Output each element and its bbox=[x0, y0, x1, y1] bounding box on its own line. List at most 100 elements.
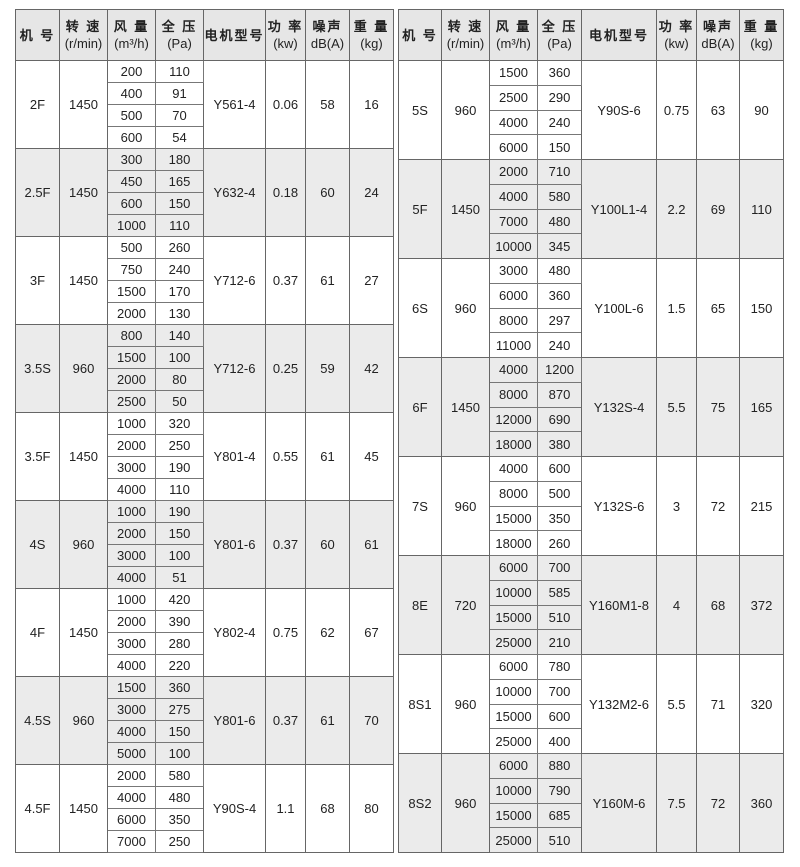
flow-cell: 400 bbox=[107, 82, 156, 105]
flow-cell: 4000 bbox=[489, 109, 538, 136]
flow-cell: 7000 bbox=[489, 208, 538, 235]
table-row: 10000 585 bbox=[399, 579, 784, 606]
model-cell: 8S1 bbox=[398, 654, 442, 754]
table-row: 4000 480 bbox=[16, 786, 394, 809]
table-row: 600 150 bbox=[16, 192, 394, 215]
pressure-cell: 150 bbox=[155, 522, 204, 545]
model-cell: 8S2 bbox=[398, 753, 442, 853]
weight-cell: 215 bbox=[739, 456, 784, 556]
flow-cell: 15000 bbox=[489, 505, 538, 532]
pressure-cell: 350 bbox=[537, 505, 582, 532]
weight-cell: 90 bbox=[739, 60, 784, 160]
flow-cell: 4000 bbox=[107, 720, 156, 743]
table-row: 4000 240 bbox=[399, 109, 784, 136]
pressure-cell: 140 bbox=[155, 324, 204, 347]
table-row: 4000 220 bbox=[16, 654, 394, 677]
table-row: 15000 350 bbox=[399, 505, 784, 532]
motor-cell: Y160M-6 bbox=[581, 753, 657, 853]
flow-cell: 2500 bbox=[489, 84, 538, 111]
motor-cell: Y100L1-4 bbox=[581, 159, 657, 259]
pressure-cell: 870 bbox=[537, 381, 582, 408]
table-row: 2000 250 bbox=[16, 434, 394, 457]
pressure-cell: 1200 bbox=[537, 357, 582, 383]
table-row: 7000 480 bbox=[399, 208, 784, 235]
table-row: 600 54 bbox=[16, 126, 394, 149]
flow-cell: 3000 bbox=[107, 456, 156, 479]
model-cell: 8E bbox=[398, 555, 442, 655]
flow-cell: 6000 bbox=[107, 808, 156, 831]
pressure-cell: 240 bbox=[155, 258, 204, 281]
noise-cell: 61 bbox=[305, 236, 350, 325]
pressure-cell: 275 bbox=[155, 698, 204, 721]
power-header: 功 率 (kw) bbox=[656, 9, 697, 61]
flow-cell: 3000 bbox=[489, 258, 538, 284]
table-row: 2.5F 1450 300 180 Y632-4 0.18 60 24 bbox=[15, 148, 394, 237]
pressure-cell: 700 bbox=[537, 678, 582, 705]
pressure-cell: 70 bbox=[155, 104, 204, 127]
pressure-cell: 290 bbox=[537, 84, 582, 111]
flow-cell: 2500 bbox=[107, 390, 156, 413]
flow-cell: 25000 bbox=[489, 728, 538, 754]
pressure-cell: 150 bbox=[155, 720, 204, 743]
pressure-cell: 240 bbox=[537, 332, 582, 358]
flow-cell: 3000 bbox=[107, 544, 156, 567]
speed-header-unit: (r/min) bbox=[64, 36, 103, 51]
noise-cell: 71 bbox=[696, 654, 740, 754]
flow-header: 风 量 (m³/h) bbox=[489, 9, 538, 61]
pressure-cell: 700 bbox=[537, 555, 582, 581]
pressure-cell: 280 bbox=[155, 632, 204, 655]
table-row: 4F 1450 1000 420 Y802-4 0.75 62 67 bbox=[15, 588, 394, 677]
power-cell: 1.1 bbox=[265, 764, 306, 853]
power-cell: 0.37 bbox=[265, 500, 306, 589]
speed-header-label: 转 速 bbox=[447, 19, 484, 34]
table-row: 4.5F 1450 2000 580 Y90S-4 1.1 68 80 bbox=[15, 764, 394, 853]
speed-cell: 1450 bbox=[59, 148, 108, 237]
fan-spec-table-left: 机 号转 速 (r/min) 风 量 (m³/h) 全 压 (Pa) 电机型号功 率 (kw)… bbox=[15, 9, 394, 853]
weight-cell: 27 bbox=[349, 236, 394, 325]
power-cell: 0.25 bbox=[265, 324, 306, 413]
flow-cell: 2000 bbox=[107, 302, 156, 325]
pressure-cell: 360 bbox=[537, 60, 582, 86]
pressure-cell: 100 bbox=[155, 544, 204, 567]
flow-cell: 25000 bbox=[489, 827, 538, 853]
table-row: 6S 960 3000 480 Y100L-6 1.5 65 150 bbox=[398, 258, 784, 358]
flow-cell: 4000 bbox=[107, 654, 156, 677]
model-cell: 4S bbox=[15, 500, 60, 589]
motor-cell: Y632-4 bbox=[203, 148, 266, 237]
flow-cell: 4000 bbox=[489, 183, 538, 210]
pressure-cell: 880 bbox=[537, 753, 582, 779]
model-cell: 4.5F bbox=[15, 764, 60, 853]
noise-cell: 62 bbox=[305, 588, 350, 677]
weight-cell: 165 bbox=[739, 357, 784, 457]
noise-cell: 58 bbox=[305, 60, 350, 149]
pressure-cell: 380 bbox=[537, 431, 582, 457]
table-row: 3000 275 bbox=[16, 698, 394, 721]
pressure-cell: 110 bbox=[155, 214, 204, 237]
model-cell: 5S bbox=[398, 60, 442, 160]
power-cell: 0.06 bbox=[265, 60, 306, 149]
flow-cell: 500 bbox=[107, 236, 156, 259]
speed-cell: 960 bbox=[441, 258, 490, 358]
table-row: 2000 390 bbox=[16, 610, 394, 633]
pressure-cell: 710 bbox=[537, 159, 582, 185]
speed-header: 转 速 (r/min) bbox=[59, 9, 108, 61]
pressure-cell: 170 bbox=[155, 280, 204, 303]
flow-header-unit: (m³/h) bbox=[496, 36, 531, 51]
noise-cell: 63 bbox=[696, 60, 740, 160]
motor-cell: Y100L-6 bbox=[581, 258, 657, 358]
weight-header: 重 量 (kg) bbox=[739, 9, 784, 61]
table-row: 18000 380 bbox=[399, 431, 784, 457]
flow-cell: 3000 bbox=[107, 698, 156, 721]
flow-cell: 8000 bbox=[489, 381, 538, 408]
power-cell: 0.55 bbox=[265, 412, 306, 501]
flow-cell: 18000 bbox=[489, 530, 538, 556]
flow-cell: 10000 bbox=[489, 678, 538, 705]
table-row: 8S1 960 6000 780 Y132M2-6 5.5 71 320 bbox=[398, 654, 784, 754]
speed-header-unit: (r/min) bbox=[446, 36, 485, 51]
power-cell: 0.37 bbox=[265, 236, 306, 325]
pressure-cell: 180 bbox=[155, 148, 204, 171]
motor-cell: Y132S-4 bbox=[581, 357, 657, 457]
pressure-cell: 510 bbox=[537, 604, 582, 631]
pressure-cell: 690 bbox=[537, 406, 582, 433]
table-row: 18000 260 bbox=[399, 530, 784, 556]
